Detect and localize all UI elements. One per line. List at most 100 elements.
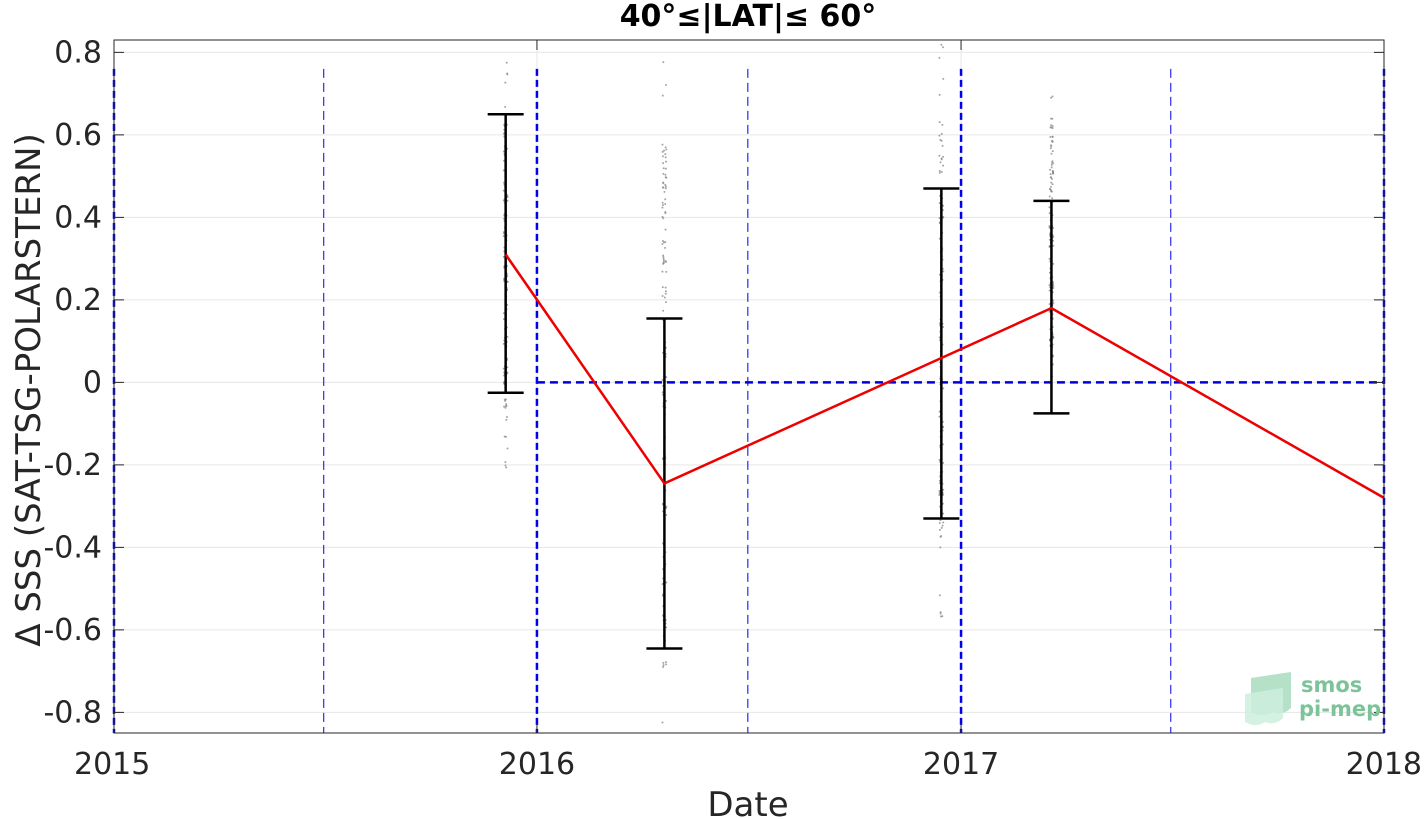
scatter-point: [941, 524, 944, 527]
scatter-point: [1048, 284, 1051, 287]
scatter-point: [1052, 262, 1055, 265]
scatter-point: [661, 391, 664, 394]
scatter-point: [665, 270, 668, 273]
scatter-point: [1051, 183, 1054, 186]
scatter-point: [661, 201, 664, 204]
scatter-point: [662, 162, 665, 165]
scatter-point: [503, 435, 506, 438]
scatter-point: [662, 217, 665, 220]
scatter-point: [502, 189, 505, 192]
scatter-point: [505, 418, 508, 421]
scatter-point: [502, 312, 505, 315]
scatter-point: [662, 259, 665, 262]
scatter-point: [664, 156, 667, 159]
scatter-point: [1051, 160, 1054, 163]
scatter-point: [941, 123, 944, 126]
scatter-point: [505, 402, 508, 405]
scatter-point: [662, 661, 665, 664]
scatter-point: [661, 721, 664, 724]
scatter-point: [942, 461, 945, 464]
scatter-point: [664, 661, 667, 664]
scatter-point: [661, 150, 664, 153]
scatter-point: [664, 246, 667, 249]
scatter-point: [938, 494, 941, 497]
scatter-point: [1049, 173, 1052, 176]
scatter-point: [939, 546, 942, 549]
scatter-point: [1048, 188, 1051, 191]
scatter-point: [1051, 197, 1054, 200]
scatter-point: [502, 150, 505, 153]
scatter-point: [664, 198, 667, 201]
scatter-point: [939, 535, 942, 538]
x-tick-label: 2016: [499, 747, 575, 782]
scatter-point: [940, 132, 943, 135]
scatter-point: [664, 173, 667, 176]
scatter-point: [1048, 289, 1051, 292]
y-tick-label: -0.4: [43, 530, 102, 565]
scatter-point: [662, 257, 665, 260]
scatter-point: [664, 290, 667, 293]
y-tick-label: -0.8: [43, 695, 102, 730]
scatter-point: [661, 206, 664, 209]
scatter-point: [938, 134, 941, 137]
scatter-point: [505, 404, 508, 407]
scatter-point: [1050, 164, 1053, 167]
scatter-point: [938, 121, 941, 124]
scatter-point: [502, 367, 505, 370]
chart-title: 40°≤|LAT|≤ 60°: [620, 0, 877, 34]
scatter-point: [1050, 166, 1053, 169]
scatter-point: [940, 170, 943, 173]
scatter-point: [1048, 225, 1051, 228]
scatter-point: [664, 167, 667, 170]
scatter-point: [663, 149, 666, 152]
scatter-point: [940, 43, 943, 46]
scatter-point: [661, 204, 664, 207]
series-line: [504, 253, 1385, 499]
scatter-point: [1051, 140, 1054, 143]
scatter-point: [940, 139, 943, 142]
scatter-point: [504, 105, 507, 108]
scatter-point: [662, 254, 665, 257]
y-tick-label: -0.6: [43, 613, 102, 648]
scatter-point: [942, 155, 945, 158]
scatter-point: [939, 161, 942, 164]
scatter-point: [506, 335, 509, 338]
scatter-point: [1050, 152, 1053, 155]
scatter-point: [662, 665, 665, 668]
y-axis-label: Δ SSS (SAT-TSG-POLARSTERN): [9, 133, 49, 647]
scatter-point: [506, 73, 509, 76]
smos-pimep-logo: smos pi-mep: [1245, 672, 1381, 725]
scatter-point: [1051, 150, 1054, 153]
scatter-point: [938, 169, 941, 172]
error-bars: [487, 113, 1070, 650]
scatter-point: [664, 176, 667, 179]
axes: [113, 39, 1385, 734]
scatter-point: [502, 342, 505, 345]
scatter-point: [503, 405, 506, 408]
scatter-point: [1052, 287, 1055, 290]
scatter-point: [1051, 95, 1054, 98]
scatter-point: [664, 301, 667, 304]
scatter-point: [664, 202, 667, 205]
scatter-point: [665, 513, 668, 516]
y-tick-label: 0.6: [54, 118, 102, 153]
scatter-point: [661, 242, 664, 245]
scatter-point: [665, 581, 668, 584]
scatter-point: [502, 199, 505, 202]
scatter-point: [661, 240, 664, 243]
scatter-point: [505, 466, 508, 469]
scatter-point: [506, 199, 509, 202]
scatter-point: [939, 612, 942, 615]
scatter-point: [939, 611, 942, 614]
scatter-point: [665, 626, 668, 629]
scatter-point: [504, 81, 507, 84]
scatter-point: [938, 171, 941, 174]
scatter-point: [502, 231, 505, 234]
scatter-point: [665, 505, 668, 508]
scatter-point: [1049, 126, 1052, 129]
scatter-point: [1048, 206, 1051, 209]
scatter-point: [1051, 125, 1054, 128]
scatter-point: [665, 376, 668, 379]
scatter-point: [938, 490, 941, 493]
